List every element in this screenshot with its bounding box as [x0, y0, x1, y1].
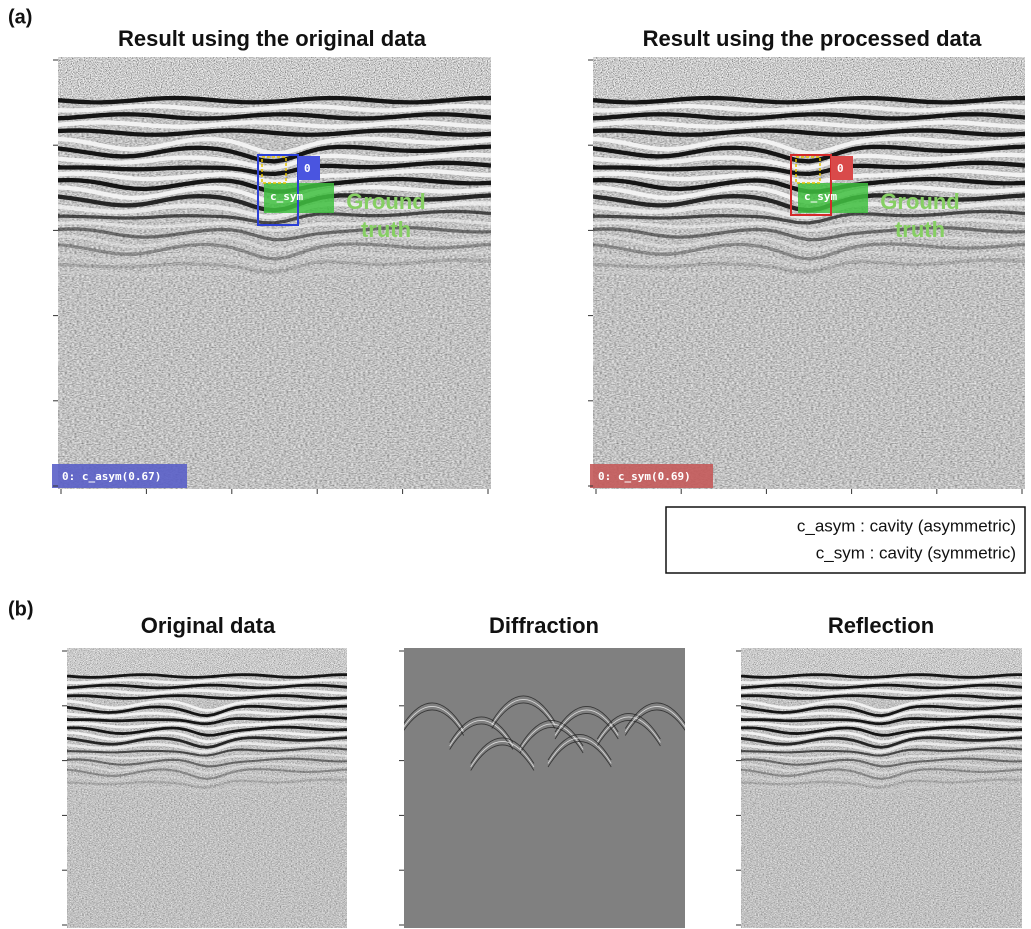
- detection-overlay: 0 c_sym Ground truth 0: c_sym(0.69): [590, 154, 960, 488]
- plot-title: Result using the processed data: [643, 26, 982, 51]
- detection-overlay: 0 c_sym Ground truth 0: c_asym(0.67): [52, 154, 426, 488]
- ground-truth-box-label: c_sym: [270, 190, 303, 203]
- legend-entry: c_asym : cavity (asymmetric): [797, 516, 1016, 535]
- radargram: [404, 648, 685, 928]
- legend-entry: c_sym : cavity (symmetric): [816, 543, 1016, 562]
- panel-label: (a): [8, 6, 32, 28]
- radargram: [58, 57, 491, 489]
- ground-truth-box-label: c_sym: [804, 190, 837, 203]
- axis-ticks: [53, 59, 1023, 926]
- radargram: [593, 57, 1025, 489]
- plot-title: Diffraction: [489, 613, 599, 638]
- panel-label: (b): [8, 598, 34, 620]
- box-label: 0: [837, 162, 844, 175]
- plot-title: Reflection: [828, 613, 934, 638]
- legend-box: [665, 506, 1026, 574]
- box-label: 0: [304, 162, 311, 175]
- annotation: Ground: [346, 189, 425, 214]
- annotation: Ground: [880, 189, 959, 214]
- detection-label: 0: c_sym(0.69): [598, 470, 691, 483]
- plot-title: Result using the original data: [118, 26, 427, 51]
- annotation: truth: [895, 217, 945, 242]
- radargram: [67, 648, 347, 928]
- radargram: [741, 648, 1022, 928]
- plot-title: Original data: [141, 613, 276, 638]
- detection-label: 0: c_asym(0.67): [62, 470, 161, 483]
- annotation: truth: [361, 217, 411, 242]
